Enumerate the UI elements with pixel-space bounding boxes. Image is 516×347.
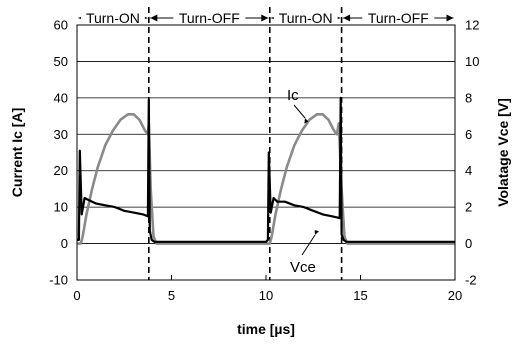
phase-markers: Turn-ON Turn-OFF Turn-ON Turn-OFF bbox=[78, 7, 454, 280]
left-y-tick-label-7: 60 bbox=[54, 18, 68, 33]
phase-label-2: Turn-ON bbox=[279, 10, 333, 26]
phase-arrowhead-right-3 bbox=[446, 14, 454, 22]
annotation-leader-1 bbox=[301, 234, 316, 256]
left-y-tick-label-1: 0 bbox=[61, 236, 68, 251]
right-y-tick-label-0: -2 bbox=[465, 273, 477, 288]
right-y-tick-label-6: 10 bbox=[465, 54, 479, 69]
data-series bbox=[77, 96, 455, 245]
x-tick-label-1: 5 bbox=[168, 288, 175, 303]
phase-arrowhead-right-1 bbox=[261, 14, 269, 22]
phase-label-3: Turn-OFF bbox=[368, 10, 429, 26]
left-y-tick-label-4: 30 bbox=[54, 127, 68, 142]
left-y-tick-label-3: 20 bbox=[54, 163, 68, 178]
series-annotations: Ic Vce bbox=[287, 87, 320, 276]
right-y-tick-label-5: 8 bbox=[465, 90, 472, 105]
right-y-tick-label-4: 6 bbox=[465, 127, 472, 142]
series-ic-line bbox=[77, 113, 455, 245]
annotation-leader-0 bbox=[293, 104, 306, 119]
annotation-arrowhead-1 bbox=[314, 230, 320, 235]
phase-label-bg-2 bbox=[273, 8, 338, 26]
left-y-tick-label-2: 10 bbox=[54, 200, 68, 215]
phase-label-bg-3 bbox=[362, 8, 435, 26]
left-y-tick-label-5: 40 bbox=[54, 90, 68, 105]
x-tick-label-3: 15 bbox=[353, 288, 367, 303]
left-y-tick-label-0: -10 bbox=[49, 273, 68, 288]
phase-label-0: Turn-ON bbox=[86, 10, 140, 26]
right-y-tick-label-2: 2 bbox=[465, 200, 472, 215]
grid-lines bbox=[77, 24, 455, 281]
x-tick-label-0: 0 bbox=[73, 288, 80, 303]
right-y-tick-label-1: 0 bbox=[465, 236, 472, 251]
series-vce-line bbox=[77, 96, 455, 243]
annotation-arrowhead-0 bbox=[304, 118, 309, 124]
phase-label-1: Turn-OFF bbox=[179, 10, 240, 26]
right-y-tick-label-7: 12 bbox=[465, 18, 479, 33]
phase-label-bg-1 bbox=[173, 8, 246, 26]
right-y-tick-label-3: 4 bbox=[465, 163, 472, 178]
annotation-label-ic: Ic bbox=[287, 87, 299, 104]
x-tick-label-4: 20 bbox=[448, 288, 462, 303]
x-tick-label-2: 10 bbox=[259, 288, 273, 303]
axis-ticks: 0 5 10 15 20 -10 0 10 20 30 40 50 60 -2 0 2 4 6 8 10 12 bbox=[49, 18, 479, 304]
phase-arrowhead-left-1 bbox=[150, 14, 158, 22]
phase-label-bg-0 bbox=[80, 8, 145, 26]
axis-titles: time [µs] Current Ic [A] Volatage Vce [V… bbox=[9, 98, 511, 337]
phase-arrowhead-left-3 bbox=[343, 14, 351, 22]
left-y-tick-label-6: 50 bbox=[54, 54, 68, 69]
annotation-label-vce: Vce bbox=[290, 259, 316, 276]
right-y-axis-title: Volatage Vce [V] bbox=[495, 98, 511, 207]
left-y-axis-title: Current Ic [A] bbox=[9, 108, 25, 197]
x-axis-title: time [µs] bbox=[237, 321, 295, 337]
